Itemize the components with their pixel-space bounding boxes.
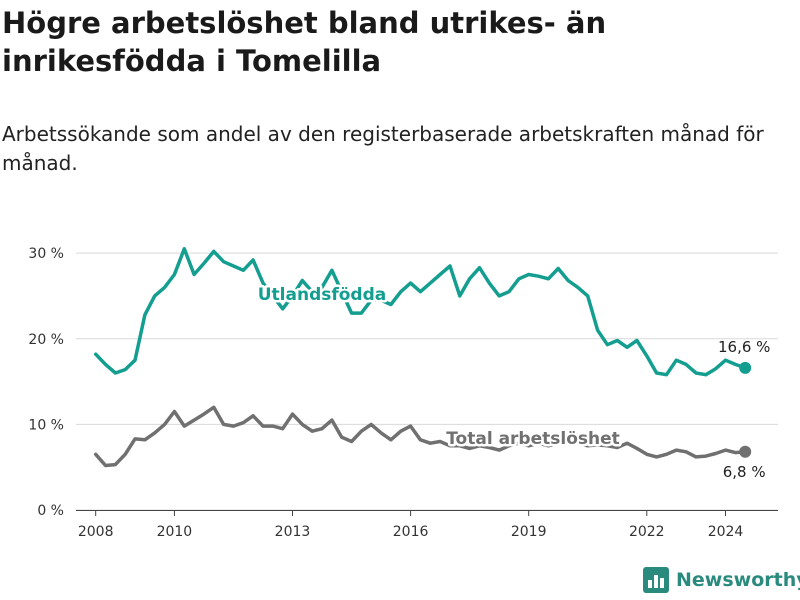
y-tick-label: 30 %: [28, 246, 64, 262]
series-labels: 16,6 % 6,8 % Utlandsfödda Total arbetslöshe…: [255, 283, 770, 481]
x-tick-label: 2013: [275, 524, 311, 540]
x-tick-label: 2010: [157, 524, 193, 540]
series-name-foreign-born: Utlandsfödda: [258, 285, 387, 305]
y-tick-label: 10 %: [28, 417, 64, 433]
grid-lines: 0 % 10 % 20 % 30 %: [28, 246, 778, 519]
end-point-foreign-born: [739, 361, 752, 374]
end-value-label-foreign-born: 16,6 %: [718, 338, 770, 356]
brand-name: Newsworthy: [676, 569, 800, 591]
series-lines: [93, 247, 752, 468]
x-tick-label: 2016: [393, 524, 429, 540]
series-name-total: Total arbetslöshet: [446, 429, 620, 449]
y-tick-label: 20 %: [28, 332, 64, 348]
y-tick-label: 0 %: [37, 503, 64, 519]
x-tick-label: 2008: [78, 524, 114, 540]
end-point-total: [739, 445, 752, 458]
chart-subtitle: Arbetssökande som andel av den registerb…: [2, 122, 764, 175]
x-axis: 2008 2010 2013 2016 2019 2022 2024: [76, 510, 778, 540]
x-tick-label: 2019: [511, 524, 547, 540]
x-tick-label: 2022: [629, 524, 665, 540]
chart-title: Högre arbetslöshet bland utrikes- än inr…: [2, 6, 607, 78]
series-line-total: [93, 405, 747, 468]
brand-logo[interactable]: Newsworthy: [643, 567, 800, 593]
end-value-label-total: 6,8 %: [723, 463, 766, 481]
series-line-foreign-born: [93, 247, 747, 377]
x-tick-label: 2024: [708, 524, 744, 540]
bar-chart-icon: [643, 567, 669, 593]
